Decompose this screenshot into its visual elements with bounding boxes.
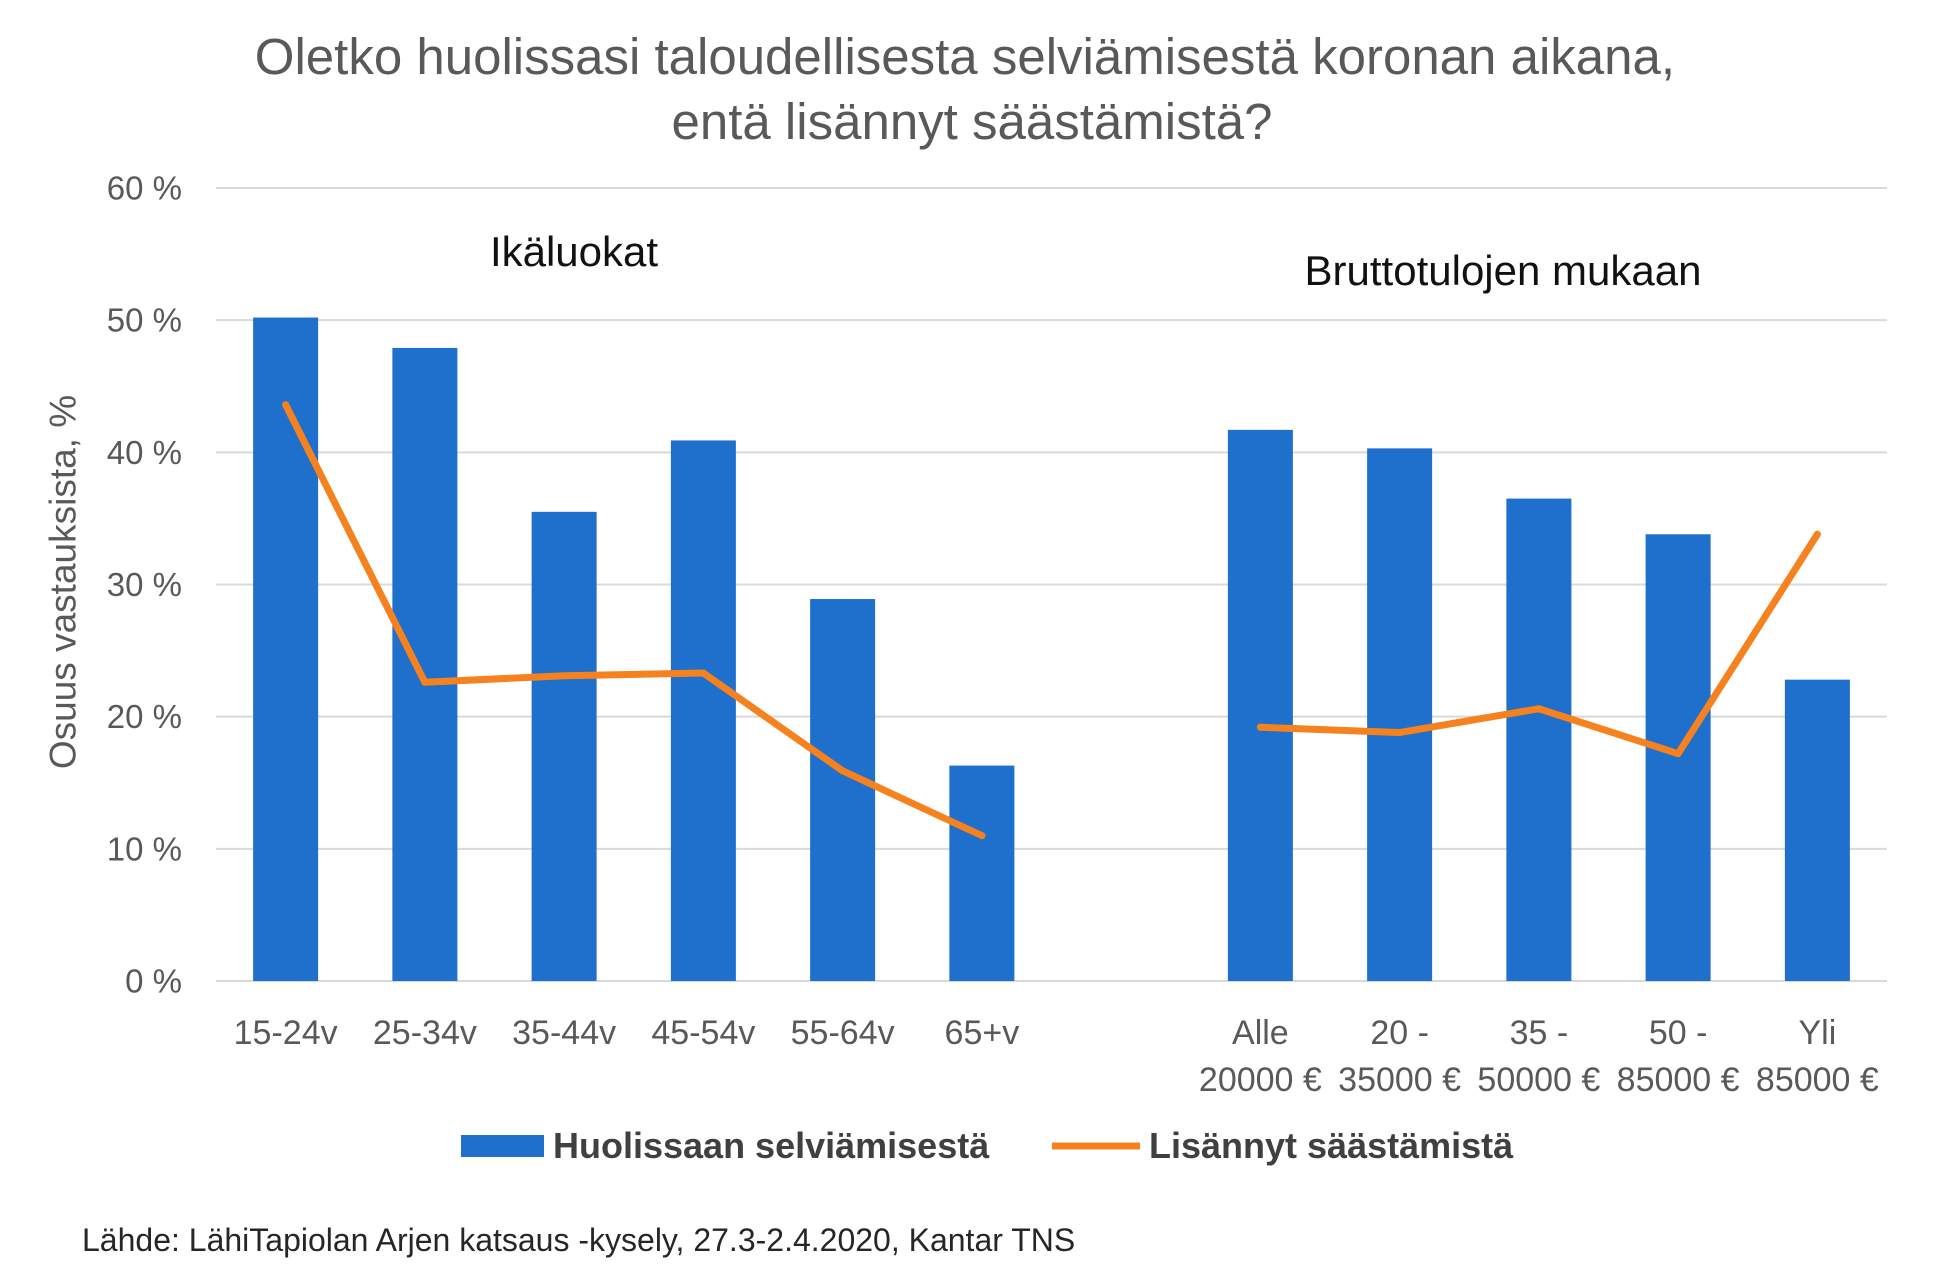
x-tick-label-15-24v: 15-24v <box>234 1014 338 1052</box>
y-tick-label: 10 % <box>107 830 182 867</box>
line-series <box>282 401 1821 840</box>
x-tick-label-55-64v: 55-64v <box>791 1014 895 1052</box>
chart-title-line-1: Oletko huolissasi taloudellisesta selviä… <box>255 28 1675 85</box>
bar-series <box>253 317 1850 982</box>
x-tick-label-25-34v: 25-34v <box>373 1014 477 1052</box>
chart-title-line-2: entä lisännyt säästämistä? <box>672 93 1273 150</box>
source-note: Lähde: LähiTapiolan Arjen katsaus -kysel… <box>82 1222 1075 1258</box>
legend-label-huolissaan: Huolissaan selviämisestä <box>553 1125 990 1166</box>
x-tick-label-50-85000-eur: 50 -85000 € <box>1617 1014 1740 1099</box>
x-axis-tick-labels: 15-24v 25-34v 35-44v 45-54v 55-64v 65+v Alle 20… <box>234 1014 1879 1099</box>
y-tick-label: 50 % <box>107 302 182 339</box>
legend-label-lisannyt: Lisännyt säästämistä <box>1149 1125 1514 1166</box>
line-lisännyt-säästämistä-ikäluokat <box>282 401 986 840</box>
y-tick-label: 0 % <box>125 963 182 1000</box>
line-point-lisännyt-säästämistä-65plusv <box>978 832 986 840</box>
y-axis-title: Osuus vastauksista, % <box>43 395 84 769</box>
x-tick-label-35-44v: 35-44v <box>512 1014 616 1052</box>
bar-huolissaan-selviämisestä-55-64v <box>810 599 876 981</box>
x-tick-label-65plusv: 65+v <box>945 1014 1020 1052</box>
line-point-lisännyt-säästämistä-55-64v <box>839 767 847 775</box>
bar-huolissaan-selviämisestä-15-24v <box>253 317 319 982</box>
bar-huolissaan-selviämisestä-45-54v <box>670 440 736 981</box>
line-point-lisännyt-säästämistä-20-35000-eur <box>1396 729 1404 737</box>
x-tick-label-45-54v: 45-54v <box>651 1014 755 1052</box>
gridlines <box>216 187 1887 982</box>
bar-huolissaan-selviämisestä-20-35000-eur <box>1367 448 1433 981</box>
x-tick-label-yli-85000-eur: Yli 85000 € <box>1756 1014 1879 1099</box>
legend-swatch-bar <box>461 1135 544 1157</box>
bar-huolissaan-selviämisestä-alle-20000-eur <box>1227 429 1293 981</box>
x-tick-label-20-35000-eur: 20 -35000 € <box>1338 1014 1461 1099</box>
group-label-bruttotulot: Bruttotulojen mukaan <box>1305 247 1702 294</box>
x-tick-label-alle-20000-eur: Alle 20000 € <box>1199 1014 1322 1099</box>
group-label-ikaluokat: Ikäluokat <box>490 228 658 275</box>
line-point-lisännyt-säästämistä-50-85000-eur <box>1674 750 1682 758</box>
y-tick-label: 30 % <box>107 566 182 603</box>
line-point-lisännyt-säästämistä-35-50000-eur <box>1535 705 1543 713</box>
line-point-lisännyt-säästämistä-25-34v <box>421 678 429 686</box>
y-tick-label: 60 % <box>107 170 182 207</box>
line-point-lisännyt-säästämistä-yli-85000-eur <box>1813 530 1821 538</box>
bar-huolissaan-selviämisestä-yli-85000-eur <box>1784 679 1850 981</box>
line-point-lisännyt-säästämistä-45-54v <box>699 669 707 677</box>
bar-huolissaan-selviämisestä-25-34v <box>392 347 458 982</box>
x-tick-label-35-50000-eur: 35 -50000 € <box>1477 1014 1600 1099</box>
line-point-lisännyt-säästämistä-alle-20000-eur <box>1256 723 1264 731</box>
line-point-lisännyt-säästämistä-15-24v <box>282 401 290 409</box>
y-axis-tick-labels: 0 % 10 % 20 % 30 % 40 % 50 % 60 % <box>107 170 182 1000</box>
line-point-lisännyt-säästämistä-35-44v <box>560 672 568 680</box>
chart-title: Oletko huolissasi taloudellisesta selviä… <box>255 28 1689 150</box>
bar-huolissaan-selviämisestä-50-85000-eur <box>1645 534 1711 981</box>
bar-huolissaan-selviämisestä-35-50000-eur <box>1506 498 1572 981</box>
y-tick-label: 20 % <box>107 698 182 735</box>
y-tick-label: 40 % <box>107 434 182 471</box>
bar-huolissaan-selviämisestä-35-44v <box>531 511 597 981</box>
bar-huolissaan-selviämisestä-65plusv <box>949 765 1015 981</box>
legend: Huolissaan selviämisestä Lisännyt säästä… <box>461 1125 1514 1166</box>
